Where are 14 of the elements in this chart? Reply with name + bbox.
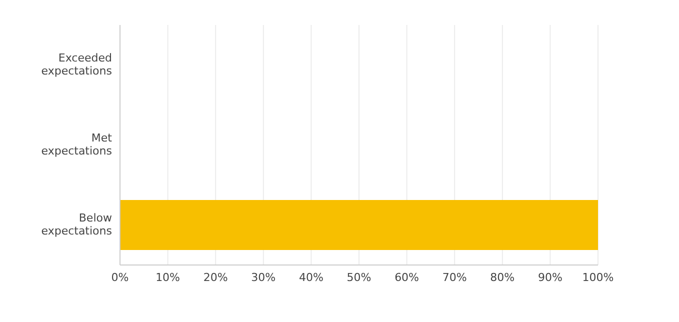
x-tick-label: 100% [582,270,614,284]
y-tick-label: Met expectations [41,132,113,158]
x-tick-label: 90% [538,270,562,284]
x-tick-label: 80% [490,270,515,284]
x-tick-label: 30% [251,270,276,284]
x-tick-label: 40% [298,270,324,284]
x-tick-label: 20% [203,270,228,284]
x-tick-label: 60% [394,270,420,284]
x-tick-label: 0% [111,270,129,284]
y-tick-label: Exceeded expectations [41,52,112,78]
y-tick-label: Below expectations [41,212,112,238]
x-tick-label: 70% [442,270,467,284]
x-tick-label: 50% [346,270,372,284]
x-tick-label: 10% [156,270,180,284]
